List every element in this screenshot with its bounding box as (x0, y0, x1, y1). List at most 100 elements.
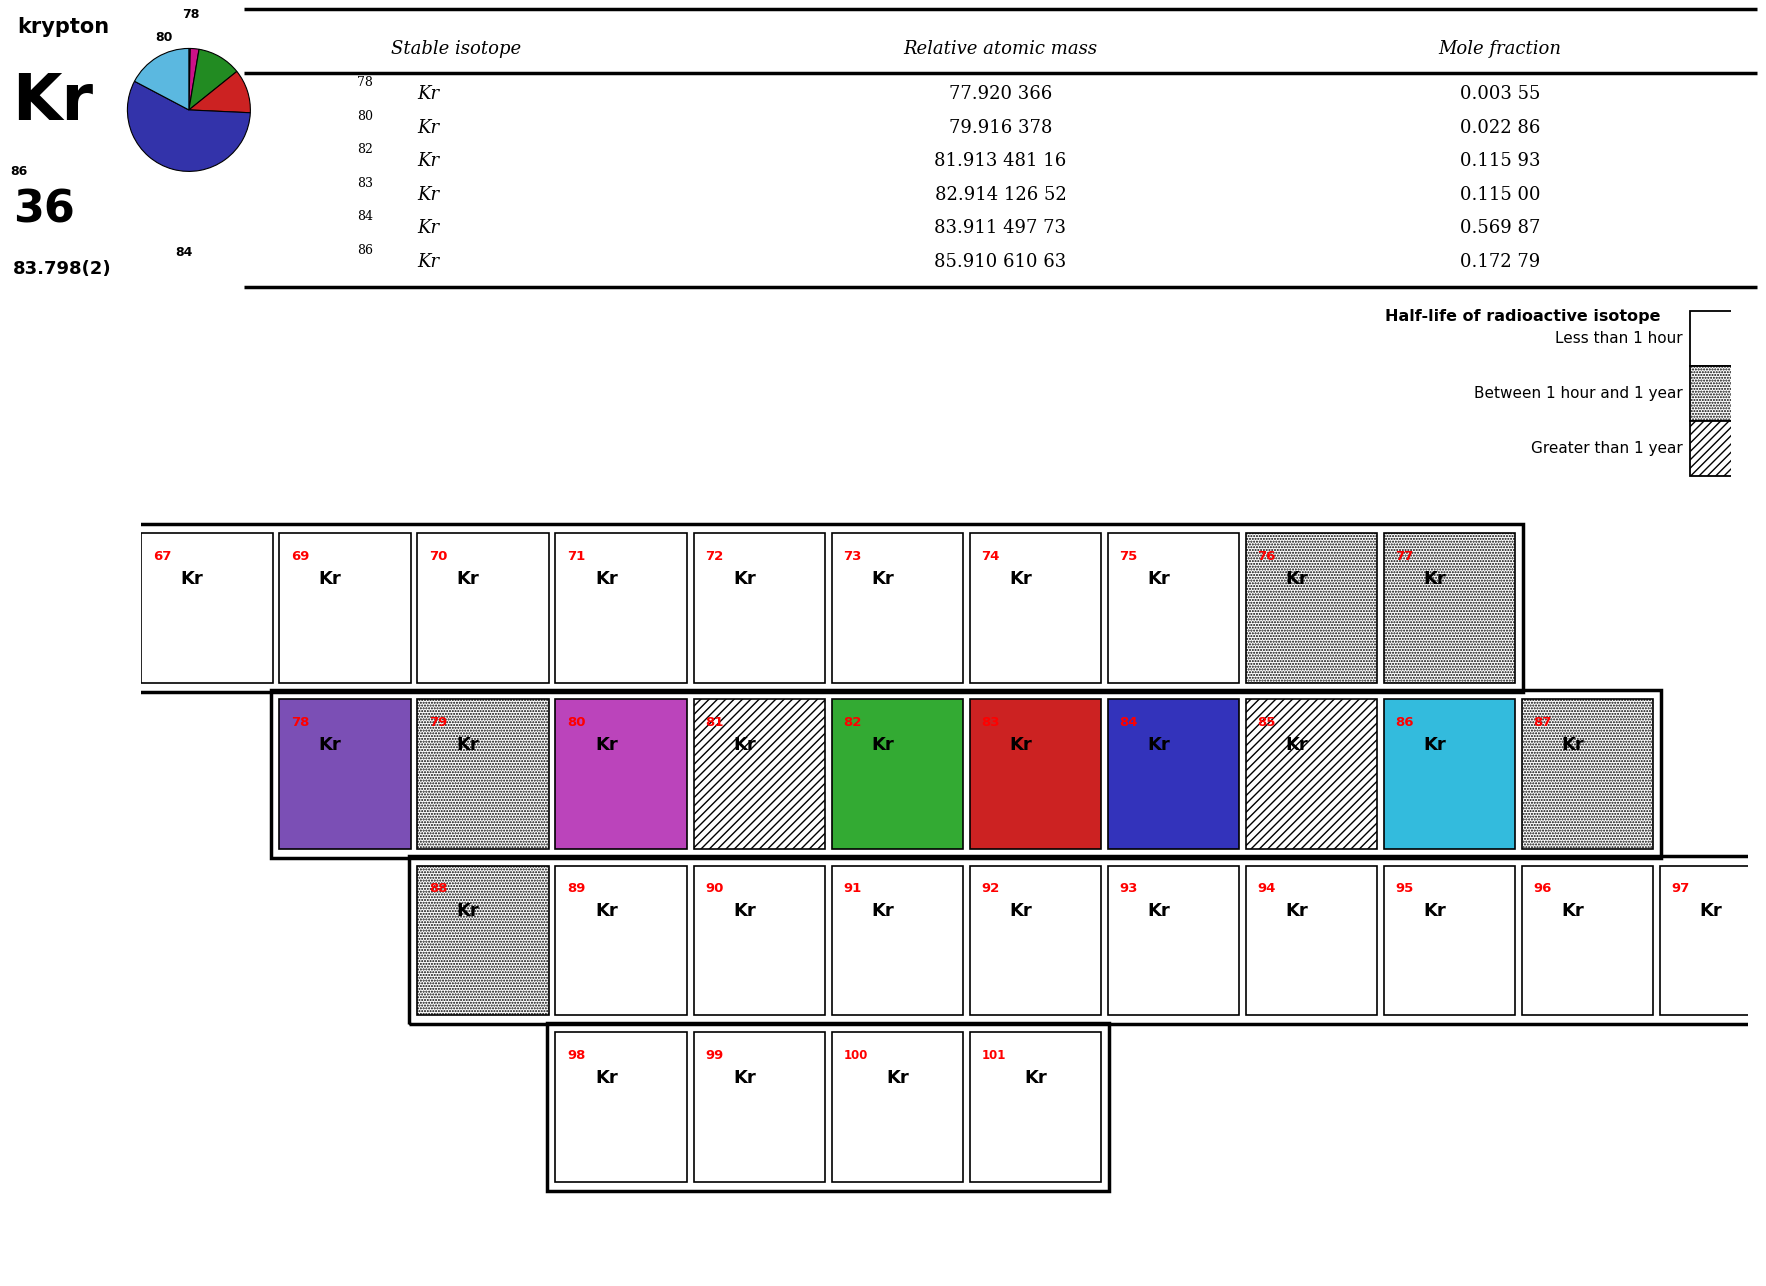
Bar (1245, 865, 1377, 1016)
Text: Greater than 1 year: Greater than 1 year (1531, 441, 1683, 457)
Bar (694, 865, 825, 1016)
Text: Kr: Kr (595, 570, 618, 588)
Text: Kr: Kr (733, 736, 756, 754)
Bar (1107, 865, 1240, 1016)
Text: 82: 82 (131, 114, 148, 127)
Text: 84: 84 (1120, 716, 1137, 729)
Text: 83.798(2): 83.798(2) (12, 260, 111, 278)
Bar (832, 700, 962, 849)
Text: 0.569 87: 0.569 87 (1460, 220, 1540, 238)
Text: 86: 86 (357, 244, 373, 257)
Text: 80: 80 (567, 716, 586, 729)
Text: 99: 99 (705, 1048, 724, 1061)
Wedge shape (134, 49, 189, 109)
Text: Relative atomic mass: Relative atomic mass (904, 40, 1097, 58)
Text: 92: 92 (982, 882, 1000, 895)
Bar (272, 691, 1662, 858)
Text: 83: 83 (212, 86, 230, 99)
Text: 75: 75 (1120, 549, 1137, 562)
Text: 70: 70 (429, 549, 447, 562)
Text: 67: 67 (154, 549, 171, 562)
Text: 88: 88 (429, 882, 447, 895)
Text: Half-life of radioactive isotope: Half-life of radioactive isotope (1385, 309, 1660, 324)
Text: Mole fraction: Mole fraction (1438, 40, 1561, 58)
Text: Between 1 hour and 1 year: Between 1 hour and 1 year (1473, 386, 1683, 401)
Bar (832, 532, 962, 683)
Text: Kr: Kr (419, 186, 440, 204)
Bar (1245, 700, 1377, 849)
Text: 78: 78 (182, 8, 200, 21)
Text: Kr: Kr (12, 71, 94, 132)
Bar (694, 532, 825, 683)
Text: Kr: Kr (457, 736, 480, 754)
Text: Kr: Kr (871, 736, 894, 754)
Text: Kr: Kr (1286, 570, 1309, 588)
Text: Kr: Kr (320, 736, 341, 754)
Text: 0.115 00: 0.115 00 (1460, 186, 1540, 204)
Text: Kr: Kr (1148, 570, 1169, 588)
Bar (132, 523, 1524, 692)
Text: Kr: Kr (180, 570, 203, 588)
Bar (1107, 532, 1240, 683)
Text: Kr: Kr (1286, 903, 1309, 921)
Bar (1107, 700, 1240, 849)
Text: 83: 83 (357, 177, 373, 190)
Text: Kr: Kr (595, 1069, 618, 1087)
Text: 85: 85 (1257, 716, 1275, 729)
Bar (410, 856, 1766, 1025)
Text: Kr: Kr (1699, 903, 1722, 921)
Text: 82.914 126 52: 82.914 126 52 (934, 186, 1067, 204)
Text: Kr: Kr (1561, 736, 1584, 754)
Text: 73: 73 (844, 549, 862, 562)
Text: 89: 89 (567, 882, 586, 895)
Wedge shape (189, 72, 251, 113)
Bar (832, 865, 962, 1016)
Text: 76: 76 (1257, 549, 1275, 562)
Text: 98: 98 (567, 1048, 586, 1061)
Bar (970, 1031, 1102, 1182)
Bar (1522, 865, 1653, 1016)
Bar (832, 1031, 962, 1182)
Bar (417, 532, 549, 683)
Text: Kr: Kr (595, 736, 618, 754)
Bar (417, 700, 549, 849)
Text: Kr: Kr (419, 220, 440, 238)
Bar (1690, 365, 1738, 421)
Text: Kr: Kr (733, 570, 756, 588)
Bar (417, 865, 549, 1016)
Text: 84: 84 (357, 211, 373, 224)
Text: 0.115 93: 0.115 93 (1460, 152, 1540, 170)
Text: 86: 86 (1395, 716, 1415, 729)
Text: Kr: Kr (320, 570, 341, 588)
Text: 91: 91 (844, 882, 862, 895)
Text: Kr: Kr (1148, 736, 1169, 754)
Text: Kr: Kr (1561, 903, 1584, 921)
Bar (547, 1022, 1109, 1191)
Text: 36: 36 (12, 189, 74, 231)
Text: 80: 80 (357, 109, 373, 122)
Wedge shape (189, 49, 237, 109)
Text: Kr: Kr (1423, 736, 1446, 754)
Bar (279, 700, 411, 849)
Bar (694, 700, 825, 849)
Text: 0.022 86: 0.022 86 (1460, 118, 1540, 136)
Text: 81: 81 (705, 716, 724, 729)
Text: 101: 101 (982, 1048, 1005, 1061)
Bar (970, 532, 1102, 683)
Text: Kr: Kr (1024, 1069, 1047, 1087)
Bar (556, 532, 687, 683)
Bar (1522, 700, 1653, 849)
Text: 90: 90 (705, 882, 724, 895)
Text: 79.916 378: 79.916 378 (948, 118, 1053, 136)
Bar (1660, 865, 1766, 1016)
Text: 87: 87 (1533, 716, 1552, 729)
Text: 79: 79 (429, 716, 447, 729)
Text: 95: 95 (1395, 882, 1415, 895)
Text: 94: 94 (1257, 882, 1275, 895)
Text: 81.913 481 16: 81.913 481 16 (934, 152, 1067, 170)
Text: Less than 1 hour: Less than 1 hour (1554, 331, 1683, 346)
Text: Kr: Kr (871, 903, 894, 921)
Bar (556, 700, 687, 849)
Text: 83.911 497 73: 83.911 497 73 (934, 220, 1067, 238)
Bar (279, 532, 411, 683)
